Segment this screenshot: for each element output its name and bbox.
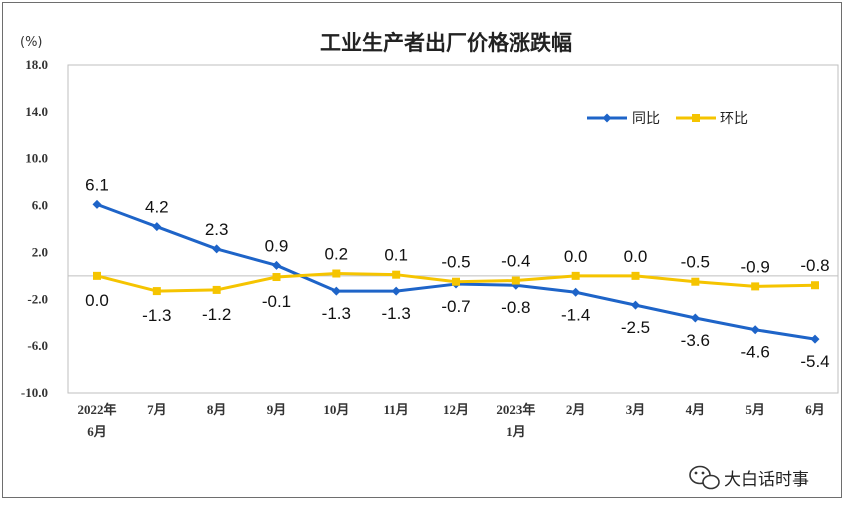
yoy-data-label: 6.1 bbox=[85, 175, 109, 194]
mom-point bbox=[511, 276, 520, 285]
mom-data-label: -1.2 bbox=[202, 305, 231, 324]
mom-data-label: -0.5 bbox=[681, 253, 710, 272]
yoy-point bbox=[690, 313, 700, 323]
mom-point bbox=[93, 271, 101, 280]
mom-data-label: 0.0 bbox=[85, 291, 109, 310]
mom-point bbox=[272, 273, 281, 282]
mom-point bbox=[571, 271, 580, 280]
y-tick-label: -10.0 bbox=[21, 385, 48, 400]
x-tick-label: 11月 bbox=[384, 402, 409, 417]
mom-data-label: 0.0 bbox=[564, 247, 588, 266]
yoy-data-label: -4.6 bbox=[741, 343, 770, 362]
plot-area bbox=[67, 64, 839, 394]
watermark: 大白话时事 bbox=[689, 465, 809, 490]
x-tick-label: 6月 bbox=[87, 424, 107, 439]
x-tick-label: 1月 bbox=[506, 424, 526, 439]
yoy-data-label: -0.7 bbox=[441, 297, 470, 316]
x-tick-label: 3月 bbox=[626, 402, 646, 417]
yoy-data-label: -1.3 bbox=[322, 304, 351, 323]
mom-data-label: -1.3 bbox=[142, 306, 171, 325]
yoy-data-label: -2.5 bbox=[621, 318, 650, 337]
mom-point bbox=[691, 277, 700, 286]
mom-data-label: 0.2 bbox=[325, 245, 349, 264]
yoy-data-label: -5.4 bbox=[800, 352, 829, 371]
x-tick-label: 6月 bbox=[805, 402, 825, 417]
yoy-data-label: -1.3 bbox=[382, 304, 411, 323]
yoy-point bbox=[212, 244, 222, 254]
x-tick-label: 4月 bbox=[686, 402, 706, 417]
mom-point bbox=[631, 271, 640, 280]
yoy-data-label: -1.4 bbox=[561, 305, 590, 324]
yoy-point bbox=[810, 334, 820, 344]
wechat-icon bbox=[689, 465, 720, 490]
x-tick-label: 2023年 bbox=[496, 402, 535, 417]
yoy-point bbox=[272, 260, 281, 270]
y-tick-label: 6.0 bbox=[32, 198, 48, 213]
mom-point bbox=[452, 277, 460, 286]
x-tick-label: 7月 bbox=[147, 402, 167, 417]
mom-data-label: -0.4 bbox=[501, 252, 530, 271]
y-tick-label: 10.0 bbox=[25, 151, 48, 166]
mom-point bbox=[212, 285, 221, 294]
chart-frame bbox=[2, 2, 842, 498]
legend-label-mom: 环比 bbox=[720, 111, 748, 127]
watermark-text: 大白话时事 bbox=[724, 470, 809, 490]
y-axis-unit: (%) bbox=[20, 35, 43, 50]
mom-data-label: -0.9 bbox=[741, 257, 770, 276]
chart-title: 工业生产者出厂价格涨跌幅 bbox=[320, 31, 572, 55]
legend-label-yoy: 同比 bbox=[632, 111, 660, 127]
x-tick-label: 10月 bbox=[323, 402, 349, 417]
mom-data-label: -0.1 bbox=[262, 292, 291, 311]
yoy-point bbox=[92, 199, 102, 209]
mom-point bbox=[392, 270, 401, 279]
yoy-point bbox=[152, 222, 162, 232]
mom-data-label: 0.1 bbox=[384, 246, 408, 265]
mom-point bbox=[811, 281, 819, 290]
x-tick-label: 2月 bbox=[566, 402, 586, 417]
x-tick-label: 2022年 bbox=[77, 402, 116, 417]
mom-data-label: -0.5 bbox=[441, 253, 470, 272]
y-tick-label: -2.0 bbox=[27, 291, 48, 306]
yoy-data-label: 0.9 bbox=[265, 236, 289, 255]
legend-marker-yoy bbox=[602, 113, 612, 123]
legend-marker-mom bbox=[692, 114, 700, 122]
yoy-data-label: -3.6 bbox=[681, 331, 710, 350]
y-tick-label: 2.0 bbox=[32, 244, 48, 259]
yoy-data-label: 4.2 bbox=[145, 198, 169, 217]
yoy-data-label: -0.8 bbox=[501, 298, 530, 317]
x-tick-label: 5月 bbox=[745, 402, 765, 417]
yoy-point bbox=[750, 325, 760, 335]
yoy-data-label: 2.3 bbox=[205, 220, 229, 239]
mom-data-label: 0.0 bbox=[624, 247, 648, 266]
mom-data-label: -0.8 bbox=[800, 256, 829, 275]
yoy-point bbox=[331, 286, 341, 296]
y-tick-label: 14.0 bbox=[25, 104, 48, 119]
x-tick-label: 9月 bbox=[267, 402, 287, 417]
x-tick-label: 8月 bbox=[207, 402, 227, 417]
yoy-point bbox=[571, 287, 581, 297]
mom-point bbox=[751, 282, 760, 291]
yoy-point bbox=[391, 286, 401, 296]
y-tick-label: -6.0 bbox=[27, 338, 48, 353]
y-tick-label: 18.0 bbox=[25, 57, 48, 72]
yoy-point bbox=[631, 300, 640, 310]
x-tick-label: 12月 bbox=[443, 402, 469, 417]
mom-point bbox=[332, 269, 341, 278]
mom-point bbox=[152, 287, 161, 296]
